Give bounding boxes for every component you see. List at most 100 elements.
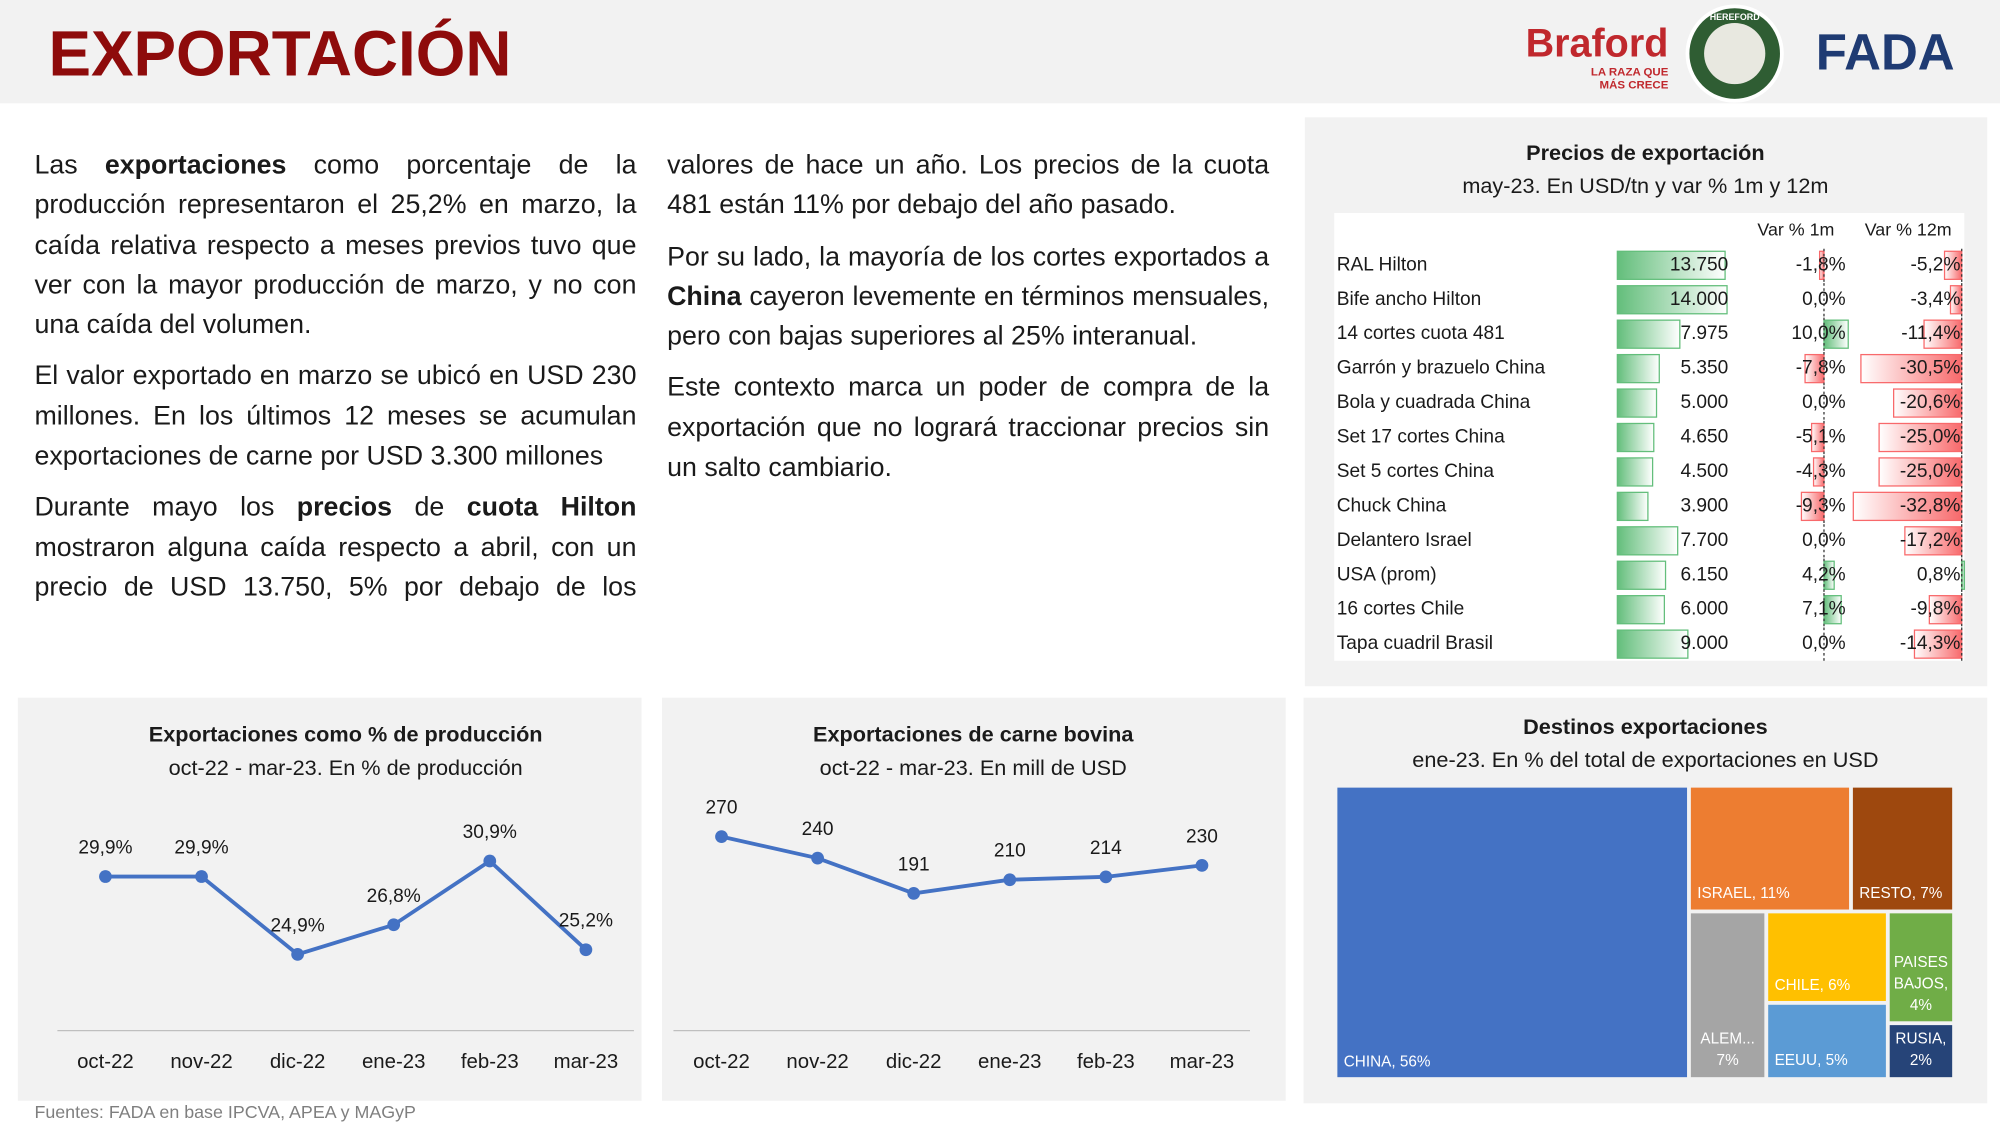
point [483,854,497,868]
var-label: -25,0% [1900,427,1961,448]
point [811,851,824,865]
var-label: -1,8% [1796,254,1846,275]
x-tick-label: ene-23 [978,1051,1042,1073]
var-label: -7,8% [1796,358,1846,379]
text-run: Este contexto marca un poder de compra d… [667,373,1270,483]
price-bar [1616,629,1689,659]
bold-run: cuota Hilton [466,492,637,523]
row-label: Set 17 cortes China [1337,427,1505,448]
point [715,830,728,843]
treemap-label: ALEM... 7% [1700,1029,1755,1070]
row-label: USA (prom) [1337,564,1437,585]
x-tick-label: nov-22 [170,1051,232,1073]
var-label: 0,0% [1802,289,1846,310]
page-title: EXPORTACIÓN [48,18,511,90]
price-label: 4.650 [1680,427,1728,448]
hereford-logo-inner [1704,22,1766,85]
price-label: 5.350 [1680,358,1728,379]
chart-subtitle: oct-22 - mar-23. En mill de USD [820,755,1127,780]
braford-tagline: LA RAZA QUE [1591,67,1669,79]
point [579,943,593,957]
var-label: -32,8% [1900,495,1961,516]
chart-title: Exportaciones de carne bovina [813,722,1134,747]
chart-panel [17,697,642,1101]
var-label: -9,3% [1796,495,1846,516]
text-run: de [392,492,467,523]
var-bar [1928,595,1963,625]
data-label: 29,9% [174,838,228,859]
row-label: RAL Hilton [1337,254,1428,275]
var-bar [1923,319,1963,349]
row-label: Tapa cuadril Brasil [1337,633,1493,654]
data-label: 210 [994,841,1026,862]
table-header: Var % 12m [1865,220,1952,240]
treemap-label: RESTO, 7% [1859,884,1943,902]
price-label: 3.900 [1680,495,1728,516]
bold-run: China [667,281,742,312]
row-label: Bola y cuadrada China [1337,392,1531,413]
treemap-label: CHILE, 6% [1774,975,1851,994]
fada-logo: FADA [1816,24,1955,81]
treemap-cell [1768,913,1886,1001]
var-bar [1860,353,1963,384]
var-label: -25,0% [1900,461,1961,482]
price-label: 4.500 [1680,461,1728,482]
treemap-cell [1889,1025,1953,1078]
treemap-cell [1852,787,1953,910]
data-label: 29,9% [78,838,132,859]
row-label: 14 cortes cuota 481 [1337,323,1505,344]
data-label: 30,9% [463,822,517,843]
text-run: El valor exportado en marzo se ubicó en … [34,361,637,471]
price-bar [1616,526,1679,556]
point [387,918,401,932]
row-label: Chuck China [1337,495,1447,516]
var-label: -5,1% [1796,427,1846,448]
price-label: 7.975 [1680,323,1728,344]
data-label: 240 [802,819,834,840]
text-run: cayeron levemente en términos mensuales,… [667,281,1270,352]
price-bar [1616,250,1726,280]
var-bar [1852,491,1963,522]
data-label: 214 [1090,838,1122,859]
var-label: -17,2% [1900,530,1961,551]
table-subtitle: may-23. En USD/tn y var % 1m y 12m [1462,173,1828,198]
line [105,858,588,957]
treemap-cell [1690,787,1850,910]
text-run: como porcentaje de la producción represe… [34,150,637,340]
chart-title: Exportaciones como % de producción [149,722,543,747]
var-label: -30,5% [1900,358,1961,379]
x-tick-label: dic-22 [270,1051,326,1073]
var-label: 0,0% [1802,633,1846,654]
table-header: Var % 1m [1757,220,1834,240]
bold-run: precios [296,492,393,523]
treemap-cell [1337,787,1688,1078]
var-label: -11,4% [1901,323,1960,344]
price-label: 7.700 [1680,530,1728,551]
price-bar [1616,319,1681,349]
x-tick-label: mar-23 [554,1051,619,1073]
chart-subtitle: ene-23. En % del total de exportaciones … [1412,747,1878,772]
var-label: -9,8% [1910,599,1960,620]
line [721,834,1203,896]
treemap-label: CHINA, 56% [1343,1051,1431,1070]
price-label: 6.000 [1680,599,1728,620]
x-tick-label: oct-22 [77,1051,134,1073]
x-tick-label: ene-23 [362,1051,426,1073]
x-tick-label: feb-23 [461,1051,519,1073]
var-label: 7,1% [1802,599,1846,620]
footer-source: Fuentes: FADA en base IPCVA, APEA y MAGy… [34,1102,416,1122]
var-bar [1878,422,1963,453]
data-label: 26,8% [367,886,421,907]
price-label: 5.000 [1680,392,1728,413]
point [1195,858,1209,872]
price-label: 9.000 [1680,633,1728,654]
point [99,870,112,883]
var-label: -5,2% [1910,254,1960,275]
treemap-cell [1889,913,1953,1022]
price-bar [1616,595,1665,625]
braford-tagline: MÁS CRECE [1600,78,1669,91]
var-label: -14,3% [1900,633,1961,654]
price-bar [1616,353,1660,384]
data-label: 25,2% [559,911,613,932]
paragraph: Este contexto marca un poder de compra d… [667,368,1269,488]
